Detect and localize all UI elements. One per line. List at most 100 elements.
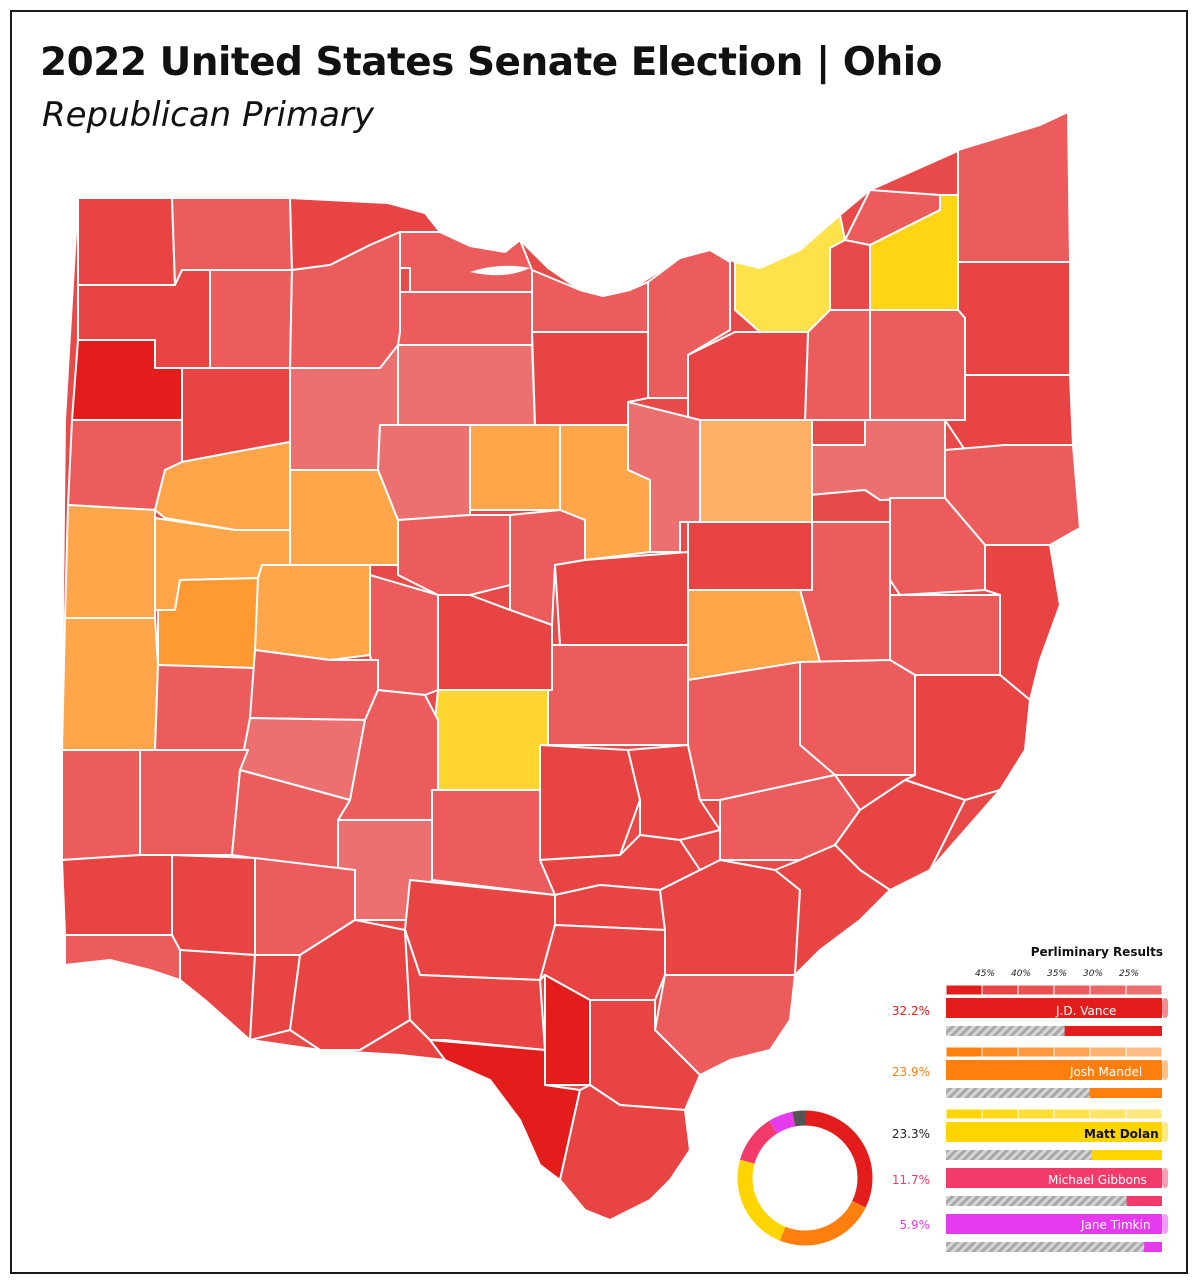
share-track (946, 1242, 1162, 1252)
scale-segment (1017, 984, 1055, 996)
donut-slice (804, 1110, 873, 1208)
dolan-label: Matt Dolan (1084, 1127, 1159, 1141)
candidate-bar-cap (1162, 1122, 1168, 1142)
share-track (946, 1196, 1162, 1206)
county-portage (869, 309, 966, 421)
scale-tick-label: 45% (975, 969, 996, 979)
county-butler (61, 854, 173, 936)
county-stark (809, 419, 946, 501)
map-subtitle: Republican Primary (42, 95, 375, 135)
scale-segment (1053, 1046, 1091, 1058)
figure-frame (10, 10, 1188, 1274)
county-regions (61, 111, 1081, 1221)
candidate-bar-cap (1162, 1168, 1168, 1188)
scale-segment (1017, 1046, 1055, 1058)
county-ashtabula (957, 111, 1071, 263)
scale-tick-label: 30% (1083, 969, 1104, 979)
county-mahoning (944, 374, 1074, 451)
scale-segment (945, 984, 983, 996)
county-licking (547, 644, 689, 746)
share-fill (1064, 1026, 1162, 1036)
county-hardin (289, 469, 399, 566)
county-ross (404, 879, 556, 981)
scale-tick-label: 25% (1119, 969, 1140, 979)
scale-segment (1089, 984, 1127, 996)
county-marion (397, 514, 511, 596)
county-darke (61, 617, 159, 751)
scale-tick-label: 40% (1011, 969, 1032, 979)
timkin-label: Jane Timkin (1081, 1218, 1151, 1232)
results-title: Perliminary Results (1030, 945, 1163, 959)
county-harrison (889, 594, 1001, 676)
map-title: 2022 United States Senate Election | Ohi… (40, 40, 942, 85)
share-fill (1126, 1196, 1162, 1206)
county-summit (804, 309, 871, 421)
scale-segment (1053, 1108, 1091, 1120)
county-mercer (64, 504, 156, 619)
mandel-percent: 23.9% (891, 1065, 930, 1079)
results-legend (737, 984, 1168, 1252)
donut-chart (737, 1110, 873, 1246)
scale-segment (945, 1046, 983, 1058)
scale-segment (1125, 984, 1163, 996)
scale-segment (1125, 1046, 1163, 1058)
county-guernsey (799, 659, 916, 776)
gibbons-percent: 11.7% (891, 1173, 930, 1187)
county-hamilton (64, 934, 181, 981)
candidate-bar-cap (1162, 1060, 1168, 1080)
county-clermont (179, 949, 256, 1041)
county-fairfield (539, 744, 641, 861)
scale-tick-label: 35% (1047, 969, 1068, 979)
county-lawrence-south (544, 974, 591, 1086)
county-wyandot (377, 424, 471, 521)
county-belmont (904, 674, 1031, 801)
county-ottawa (399, 231, 533, 293)
candidate-bar-cap (1162, 1214, 1168, 1234)
county-knox (554, 551, 689, 646)
candidate-bar (946, 1122, 1162, 1142)
county-lorain (647, 249, 731, 399)
donut-slice (792, 1110, 806, 1127)
scale-segment (1089, 1108, 1127, 1120)
share-track (946, 1088, 1162, 1098)
scale-segment (981, 1046, 1019, 1058)
candidate-bar (946, 998, 1162, 1018)
county-preble (61, 749, 141, 861)
share-fill (1144, 1242, 1162, 1252)
share-track (946, 1026, 1162, 1036)
gibbons-label: Michael Gibbons (1048, 1173, 1147, 1187)
share-fill (1091, 1150, 1162, 1160)
county-champaign (249, 649, 379, 721)
county-crawford (469, 424, 561, 511)
county-warren (171, 854, 256, 956)
scale-segment (1125, 1108, 1163, 1120)
legend-scale-bar (945, 984, 1163, 996)
share-track (946, 1150, 1162, 1160)
county-seneca (397, 344, 536, 426)
scale-segment (1017, 1108, 1055, 1120)
candidate-bar-cap (1162, 998, 1168, 1018)
donut-slice (779, 1200, 866, 1246)
county-montgomery (139, 749, 249, 856)
county-sandusky (397, 291, 533, 346)
candidate-bar (946, 1060, 1162, 1080)
scale-segment (945, 1108, 983, 1120)
scale-segment (981, 1108, 1019, 1120)
donut-slice (740, 1120, 778, 1165)
scale-segment (1053, 984, 1091, 996)
county-miami (154, 664, 256, 751)
vance-label: J.D. Vance (1056, 1004, 1117, 1018)
county-logan (254, 564, 371, 661)
county-washington (774, 844, 891, 976)
mandel-label: Josh Mandel (1070, 1065, 1143, 1079)
vance-percent: 32.2% (891, 1004, 930, 1018)
county-lawrence (559, 1084, 691, 1221)
county-franklin (434, 689, 549, 791)
county-holmes (687, 521, 813, 591)
county-erie (531, 269, 649, 333)
county-cuyahoga (734, 214, 846, 333)
scale-segment (1089, 1046, 1127, 1058)
county-medina (687, 331, 809, 421)
donut-slice (769, 1111, 796, 1134)
